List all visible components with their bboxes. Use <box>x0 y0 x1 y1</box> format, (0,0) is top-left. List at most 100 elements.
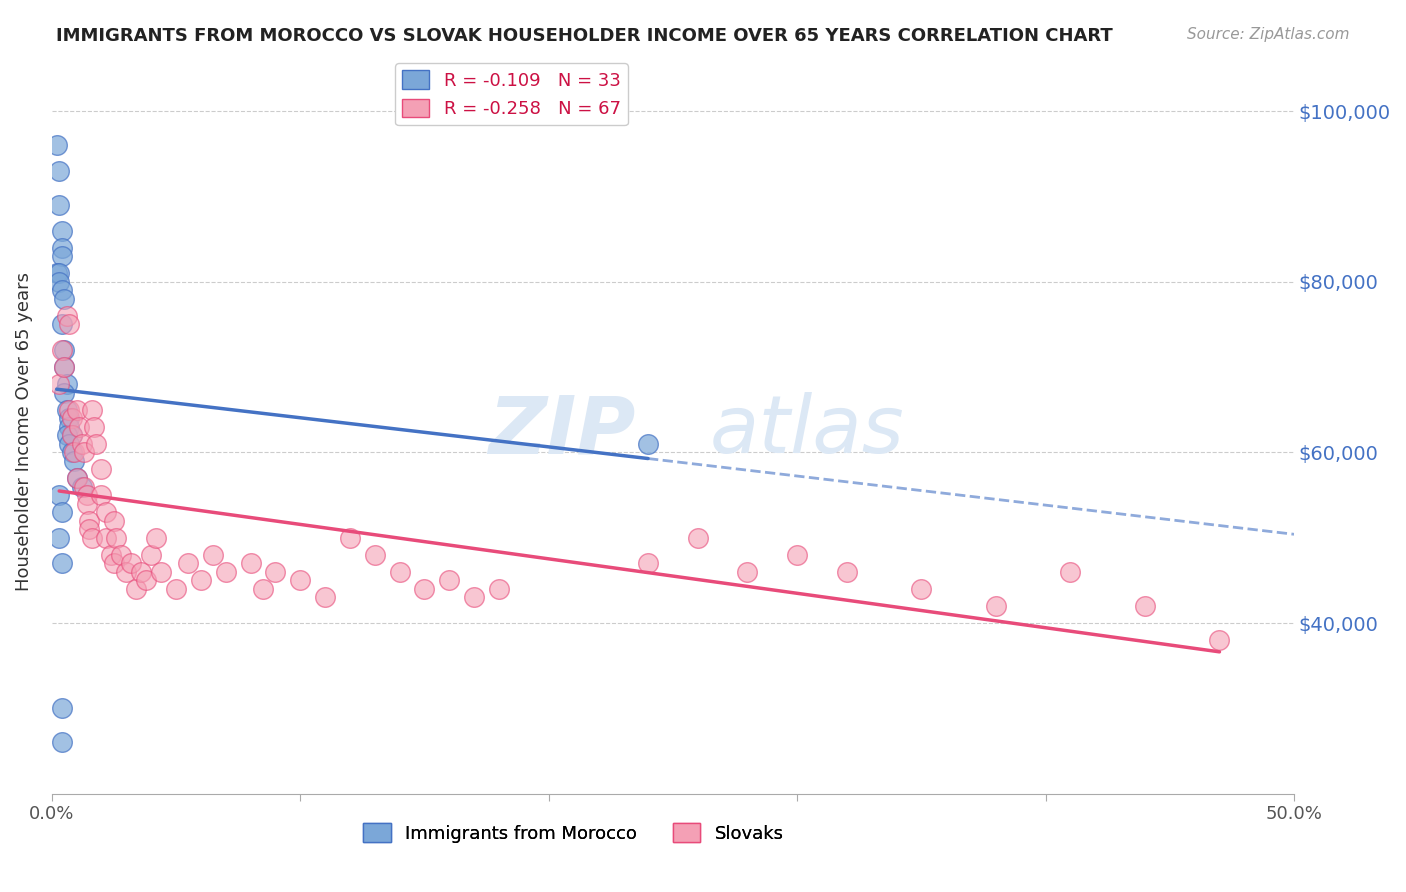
Point <box>45 138 67 153</box>
Point <box>73 445 96 459</box>
Point <box>252 582 274 596</box>
Point <box>48 275 70 289</box>
Point <box>48 164 70 178</box>
Point <box>60 428 83 442</box>
Point <box>786 548 808 562</box>
Point <box>1208 633 1230 648</box>
Point <box>1133 599 1156 613</box>
Point <box>139 548 162 562</box>
Text: ZIP: ZIP <box>488 392 636 470</box>
Point <box>51 241 73 255</box>
Point <box>53 292 76 306</box>
Point <box>90 488 112 502</box>
Point <box>686 531 709 545</box>
Point <box>58 420 80 434</box>
Point <box>165 582 187 596</box>
Y-axis label: Householder Income Over 65 years: Householder Income Over 65 years <box>15 271 32 591</box>
Point <box>70 437 93 451</box>
Point <box>45 266 67 280</box>
Point <box>239 557 262 571</box>
Point <box>125 582 148 596</box>
Point <box>48 266 70 280</box>
Point <box>190 574 212 588</box>
Point <box>55 402 77 417</box>
Point <box>51 283 73 297</box>
Point <box>58 318 80 332</box>
Point <box>129 565 152 579</box>
Point <box>60 428 83 442</box>
Point <box>105 531 128 545</box>
Point <box>413 582 436 596</box>
Text: IMMIGRANTS FROM MOROCCO VS SLOVAK HOUSEHOLDER INCOME OVER 65 YEARS CORRELATION C: IMMIGRANTS FROM MOROCCO VS SLOVAK HOUSEH… <box>56 27 1114 45</box>
Point <box>55 309 77 323</box>
Point <box>339 531 361 545</box>
Point <box>637 557 659 571</box>
Point <box>80 531 103 545</box>
Point <box>73 479 96 493</box>
Point <box>110 548 132 562</box>
Point <box>63 454 86 468</box>
Point <box>103 514 125 528</box>
Legend: Immigrants from Morocco, Slovaks: Immigrants from Morocco, Slovaks <box>356 816 790 850</box>
Point <box>737 565 759 579</box>
Text: atlas: atlas <box>710 392 905 470</box>
Point <box>48 531 70 545</box>
Point <box>51 557 73 571</box>
Point <box>80 402 103 417</box>
Text: Source: ZipAtlas.com: Source: ZipAtlas.com <box>1187 27 1350 42</box>
Point <box>177 557 200 571</box>
Point <box>96 531 118 545</box>
Point <box>65 402 87 417</box>
Point <box>103 557 125 571</box>
Point <box>48 377 70 392</box>
Point <box>77 522 100 536</box>
Point <box>290 574 312 588</box>
Point <box>51 343 73 357</box>
Point <box>76 497 98 511</box>
Point <box>58 402 80 417</box>
Point <box>83 420 105 434</box>
Point <box>984 599 1007 613</box>
Point <box>53 360 76 375</box>
Point <box>76 488 98 502</box>
Point <box>65 471 87 485</box>
Point <box>53 385 76 400</box>
Point <box>364 548 387 562</box>
Point <box>77 514 100 528</box>
Point <box>135 574 157 588</box>
Point <box>70 479 93 493</box>
Point <box>100 548 122 562</box>
Point <box>55 428 77 442</box>
Point <box>835 565 858 579</box>
Point <box>86 437 108 451</box>
Point <box>202 548 225 562</box>
Point <box>215 565 238 579</box>
Point <box>51 318 73 332</box>
Point <box>51 701 73 715</box>
Point <box>51 249 73 263</box>
Point <box>48 488 70 502</box>
Point <box>488 582 510 596</box>
Point <box>58 411 80 425</box>
Point <box>388 565 411 579</box>
Point <box>439 574 461 588</box>
Point <box>63 445 86 459</box>
Point <box>463 591 485 605</box>
Point <box>60 445 83 459</box>
Point <box>115 565 138 579</box>
Point <box>150 565 173 579</box>
Point <box>51 735 73 749</box>
Point <box>53 343 76 357</box>
Point <box>60 411 83 425</box>
Point <box>58 437 80 451</box>
Point <box>67 420 90 434</box>
Point <box>637 437 659 451</box>
Point <box>51 224 73 238</box>
Point <box>314 591 336 605</box>
Point <box>53 360 76 375</box>
Point <box>90 462 112 476</box>
Point <box>264 565 287 579</box>
Point <box>65 471 87 485</box>
Point <box>48 198 70 212</box>
Point <box>1059 565 1081 579</box>
